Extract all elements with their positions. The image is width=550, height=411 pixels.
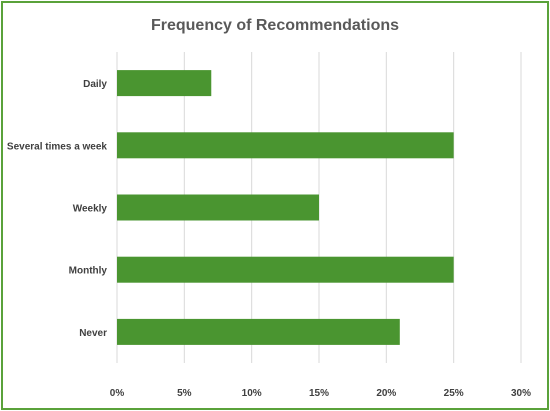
bars — [117, 70, 454, 345]
category-label: Weekly — [73, 204, 108, 215]
x-tick-label: 30% — [511, 388, 531, 399]
bar — [117, 132, 454, 159]
x-tick-label: 0% — [110, 388, 125, 399]
bar — [117, 256, 454, 283]
bar — [117, 194, 319, 221]
category-label: Never — [79, 328, 107, 339]
category-label: Several times a week — [7, 141, 108, 152]
bar — [117, 318, 400, 345]
category-label: Monthly — [69, 266, 108, 277]
x-axis-tick-labels: 0% 5% 10% 15% 20% 25% 30% — [110, 388, 531, 399]
x-tick-label: 5% — [177, 388, 192, 399]
bar — [117, 70, 212, 97]
chart-title: Frequency of Recommendations — [151, 17, 399, 34]
x-tick-label: 10% — [242, 388, 262, 399]
category-label: Daily — [83, 79, 107, 90]
x-tick-label: 25% — [444, 388, 464, 399]
category-labels: Daily Several times a week Weekly Monthly Ne… — [7, 79, 108, 339]
x-tick-label: 15% — [309, 388, 329, 399]
gridlines — [116, 52, 522, 363]
x-tick-label: 20% — [376, 388, 396, 399]
